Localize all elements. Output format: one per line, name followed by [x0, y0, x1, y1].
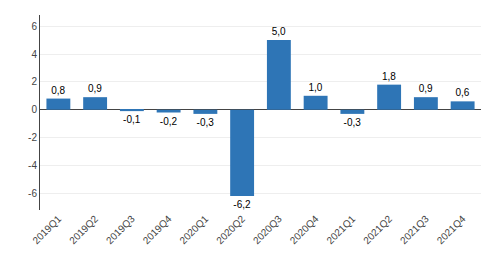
svg-text:2: 2	[31, 76, 37, 87]
svg-text:6: 6	[31, 21, 37, 32]
svg-text:1,8: 1,8	[382, 71, 396, 82]
svg-text:2019Q2: 2019Q2	[67, 213, 100, 246]
svg-text:2019Q4: 2019Q4	[141, 213, 174, 246]
svg-text:4: 4	[31, 49, 37, 60]
svg-text:2020Q3: 2020Q3	[251, 213, 284, 246]
svg-text:-0,1: -0,1	[123, 114, 141, 125]
svg-text:-0,3: -0,3	[197, 117, 215, 128]
svg-text:0,6: 0,6	[455, 87, 469, 98]
svg-text:0,9: 0,9	[88, 83, 102, 94]
svg-text:-0,3: -0,3	[344, 117, 362, 128]
svg-text:2020Q2: 2020Q2	[214, 213, 247, 246]
svg-text:2021Q2: 2021Q2	[361, 213, 394, 246]
svg-text:5,0: 5,0	[272, 26, 286, 37]
svg-text:2019Q3: 2019Q3	[104, 213, 137, 246]
svg-text:-2: -2	[28, 132, 37, 143]
svg-text:2021Q3: 2021Q3	[398, 213, 431, 246]
svg-text:-4: -4	[28, 160, 37, 171]
svg-text:0: 0	[31, 104, 37, 115]
svg-text:2020Q1: 2020Q1	[177, 213, 210, 246]
svg-text:2019Q1: 2019Q1	[30, 213, 63, 246]
svg-text:2021Q1: 2021Q1	[324, 213, 357, 246]
svg-text:2021Q4: 2021Q4	[435, 213, 468, 246]
svg-text:0,9: 0,9	[419, 83, 433, 94]
svg-text:0,8: 0,8	[51, 85, 65, 96]
svg-text:1,0: 1,0	[308, 82, 322, 93]
svg-text:-6,2: -6,2	[233, 199, 251, 210]
svg-text:-6: -6	[28, 188, 37, 199]
svg-text:2020Q4: 2020Q4	[288, 213, 321, 246]
svg-text:-0,2: -0,2	[160, 116, 178, 127]
